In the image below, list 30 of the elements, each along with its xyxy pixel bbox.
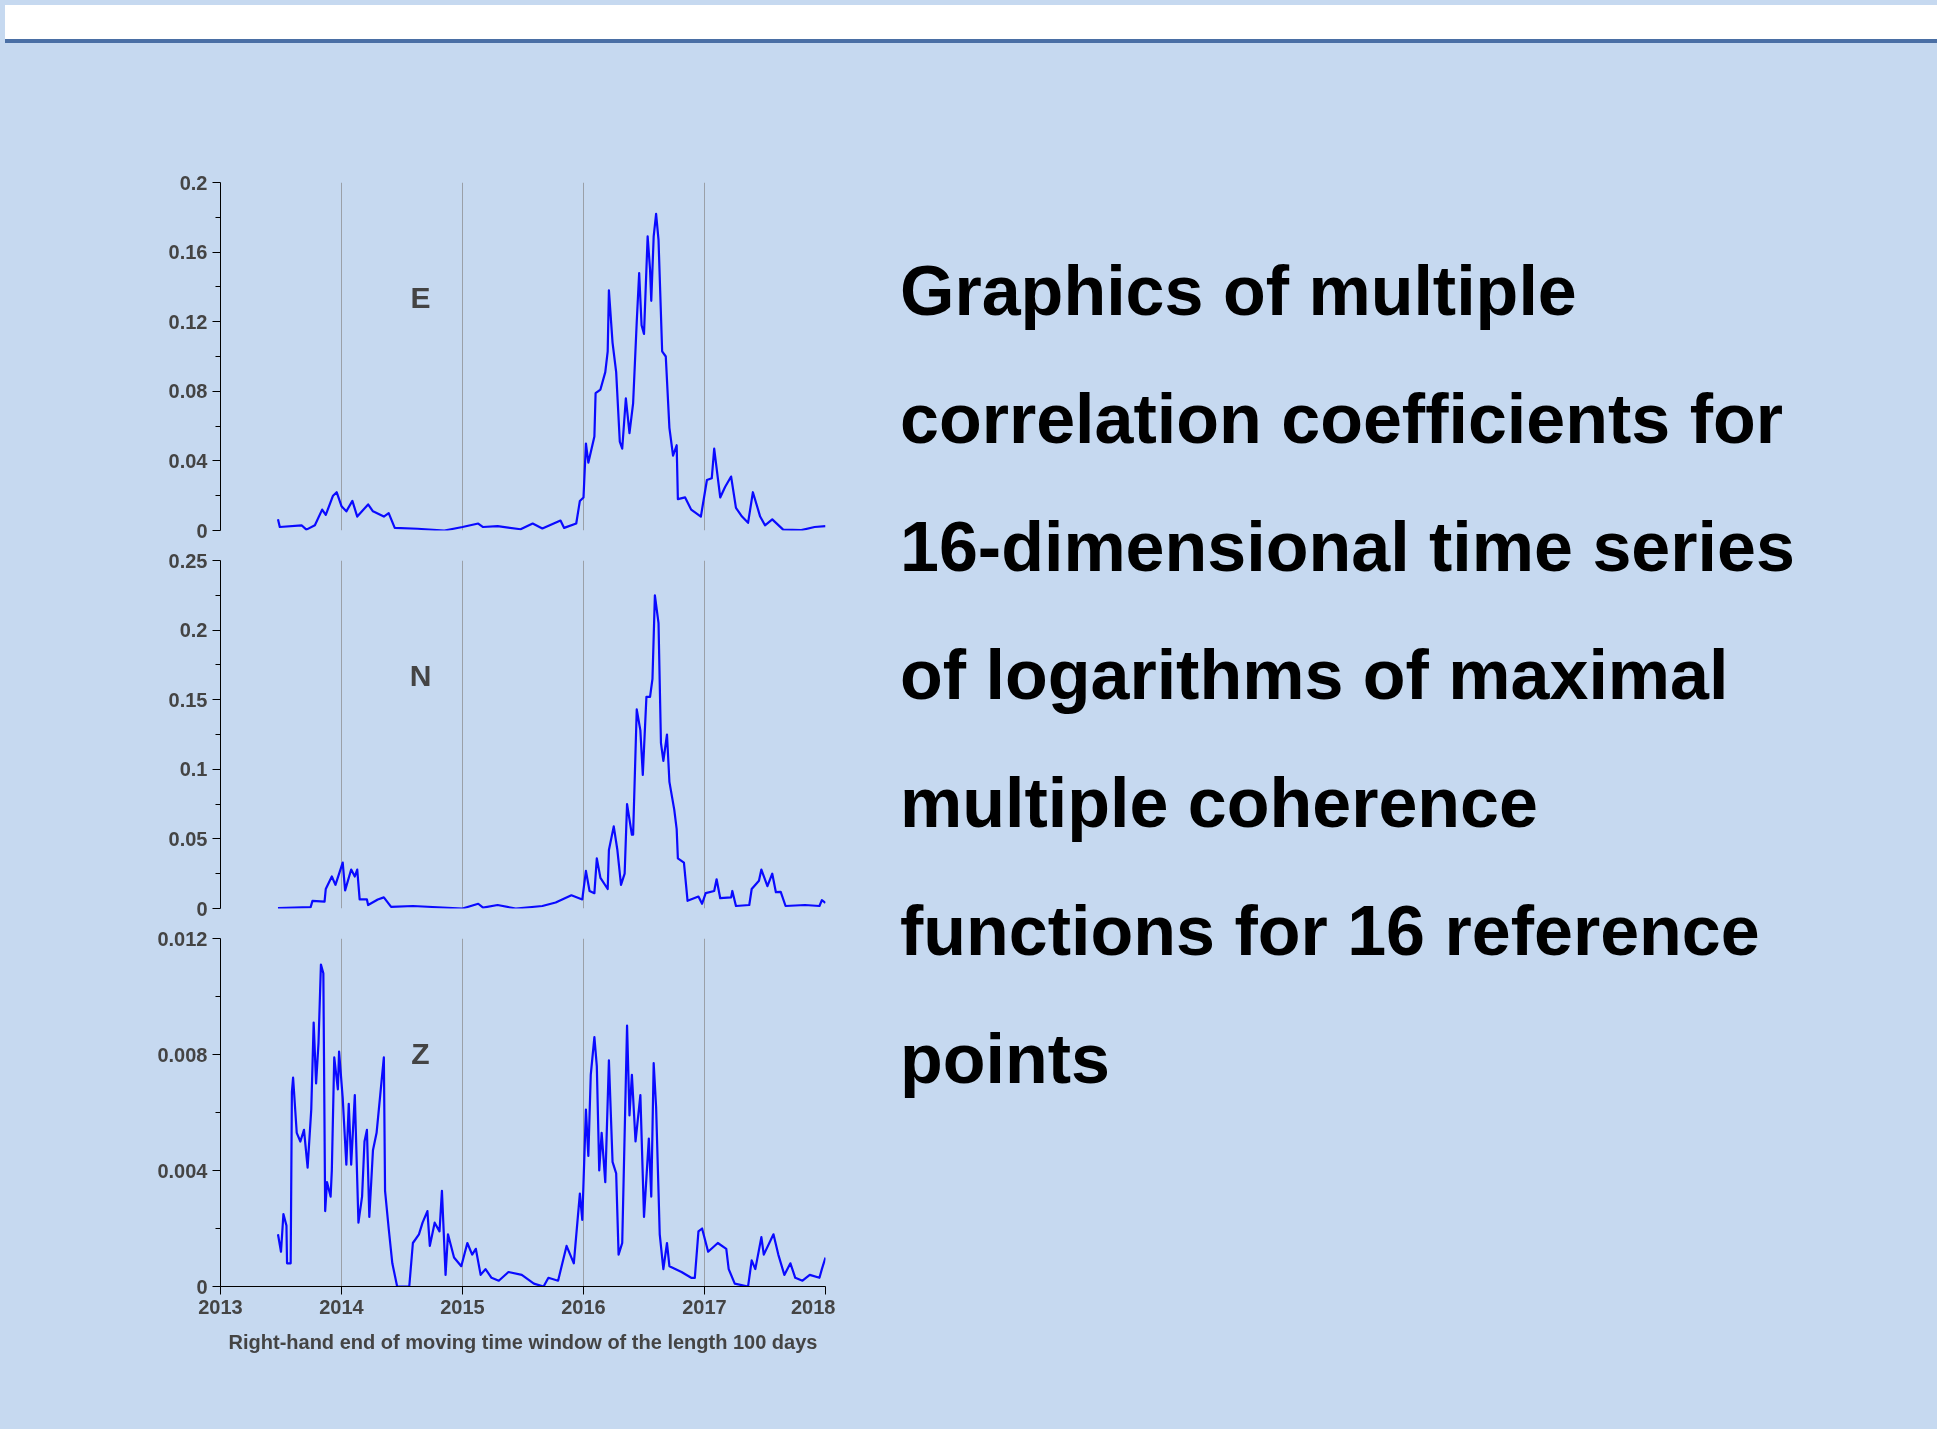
- annotation: Z: [411, 1036, 430, 1070]
- y-tick-label: 0.012: [157, 927, 208, 950]
- y-tick-label: 0: [196, 1275, 208, 1298]
- line-series: [276, 963, 826, 1287]
- x-axis-title: Right-hand end of moving time window of the length 100 days: [228, 1330, 818, 1353]
- y-tick-label: 0.04: [168, 449, 209, 472]
- x-tick-label: 2016: [561, 1295, 606, 1318]
- x-tick-label: 2013: [198, 1295, 243, 1318]
- line-series: [276, 594, 826, 909]
- y-tick-label: 0.2: [179, 619, 208, 642]
- y-tick-label: 0.2: [179, 171, 208, 194]
- y-tick-label: 0.15: [168, 688, 208, 711]
- annotation: N: [409, 658, 432, 692]
- x-tick-label: 2018: [791, 1295, 836, 1318]
- y-tick-label: 0.05: [168, 827, 208, 850]
- y-tick-label: 0.004: [157, 1159, 209, 1182]
- y-tick-label: 0.16: [168, 241, 208, 264]
- y-tick-label: 0: [196, 519, 208, 542]
- line-series: [276, 212, 826, 531]
- annotation: E: [410, 280, 431, 314]
- text: Graphics of multiple correlation coefficients for 16-dimensional time series of logarithms of maximal multiple coherence functions for 16 reference points: [900, 251, 1796, 1100]
- y-tick-label: 0: [196, 897, 208, 920]
- y-tick-label: 0.25: [168, 549, 208, 572]
- x-tick-label: 2015: [440, 1295, 485, 1318]
- y-tick-label: 0.008: [157, 1043, 208, 1066]
- x-tick-label: 2014: [319, 1295, 365, 1318]
- y-tick-label: 0.12: [168, 310, 208, 333]
- x-tick-label: 2017: [682, 1295, 727, 1318]
- y-tick-label: 0.08: [168, 380, 208, 403]
- y-tick-label: 0.1: [179, 758, 208, 781]
